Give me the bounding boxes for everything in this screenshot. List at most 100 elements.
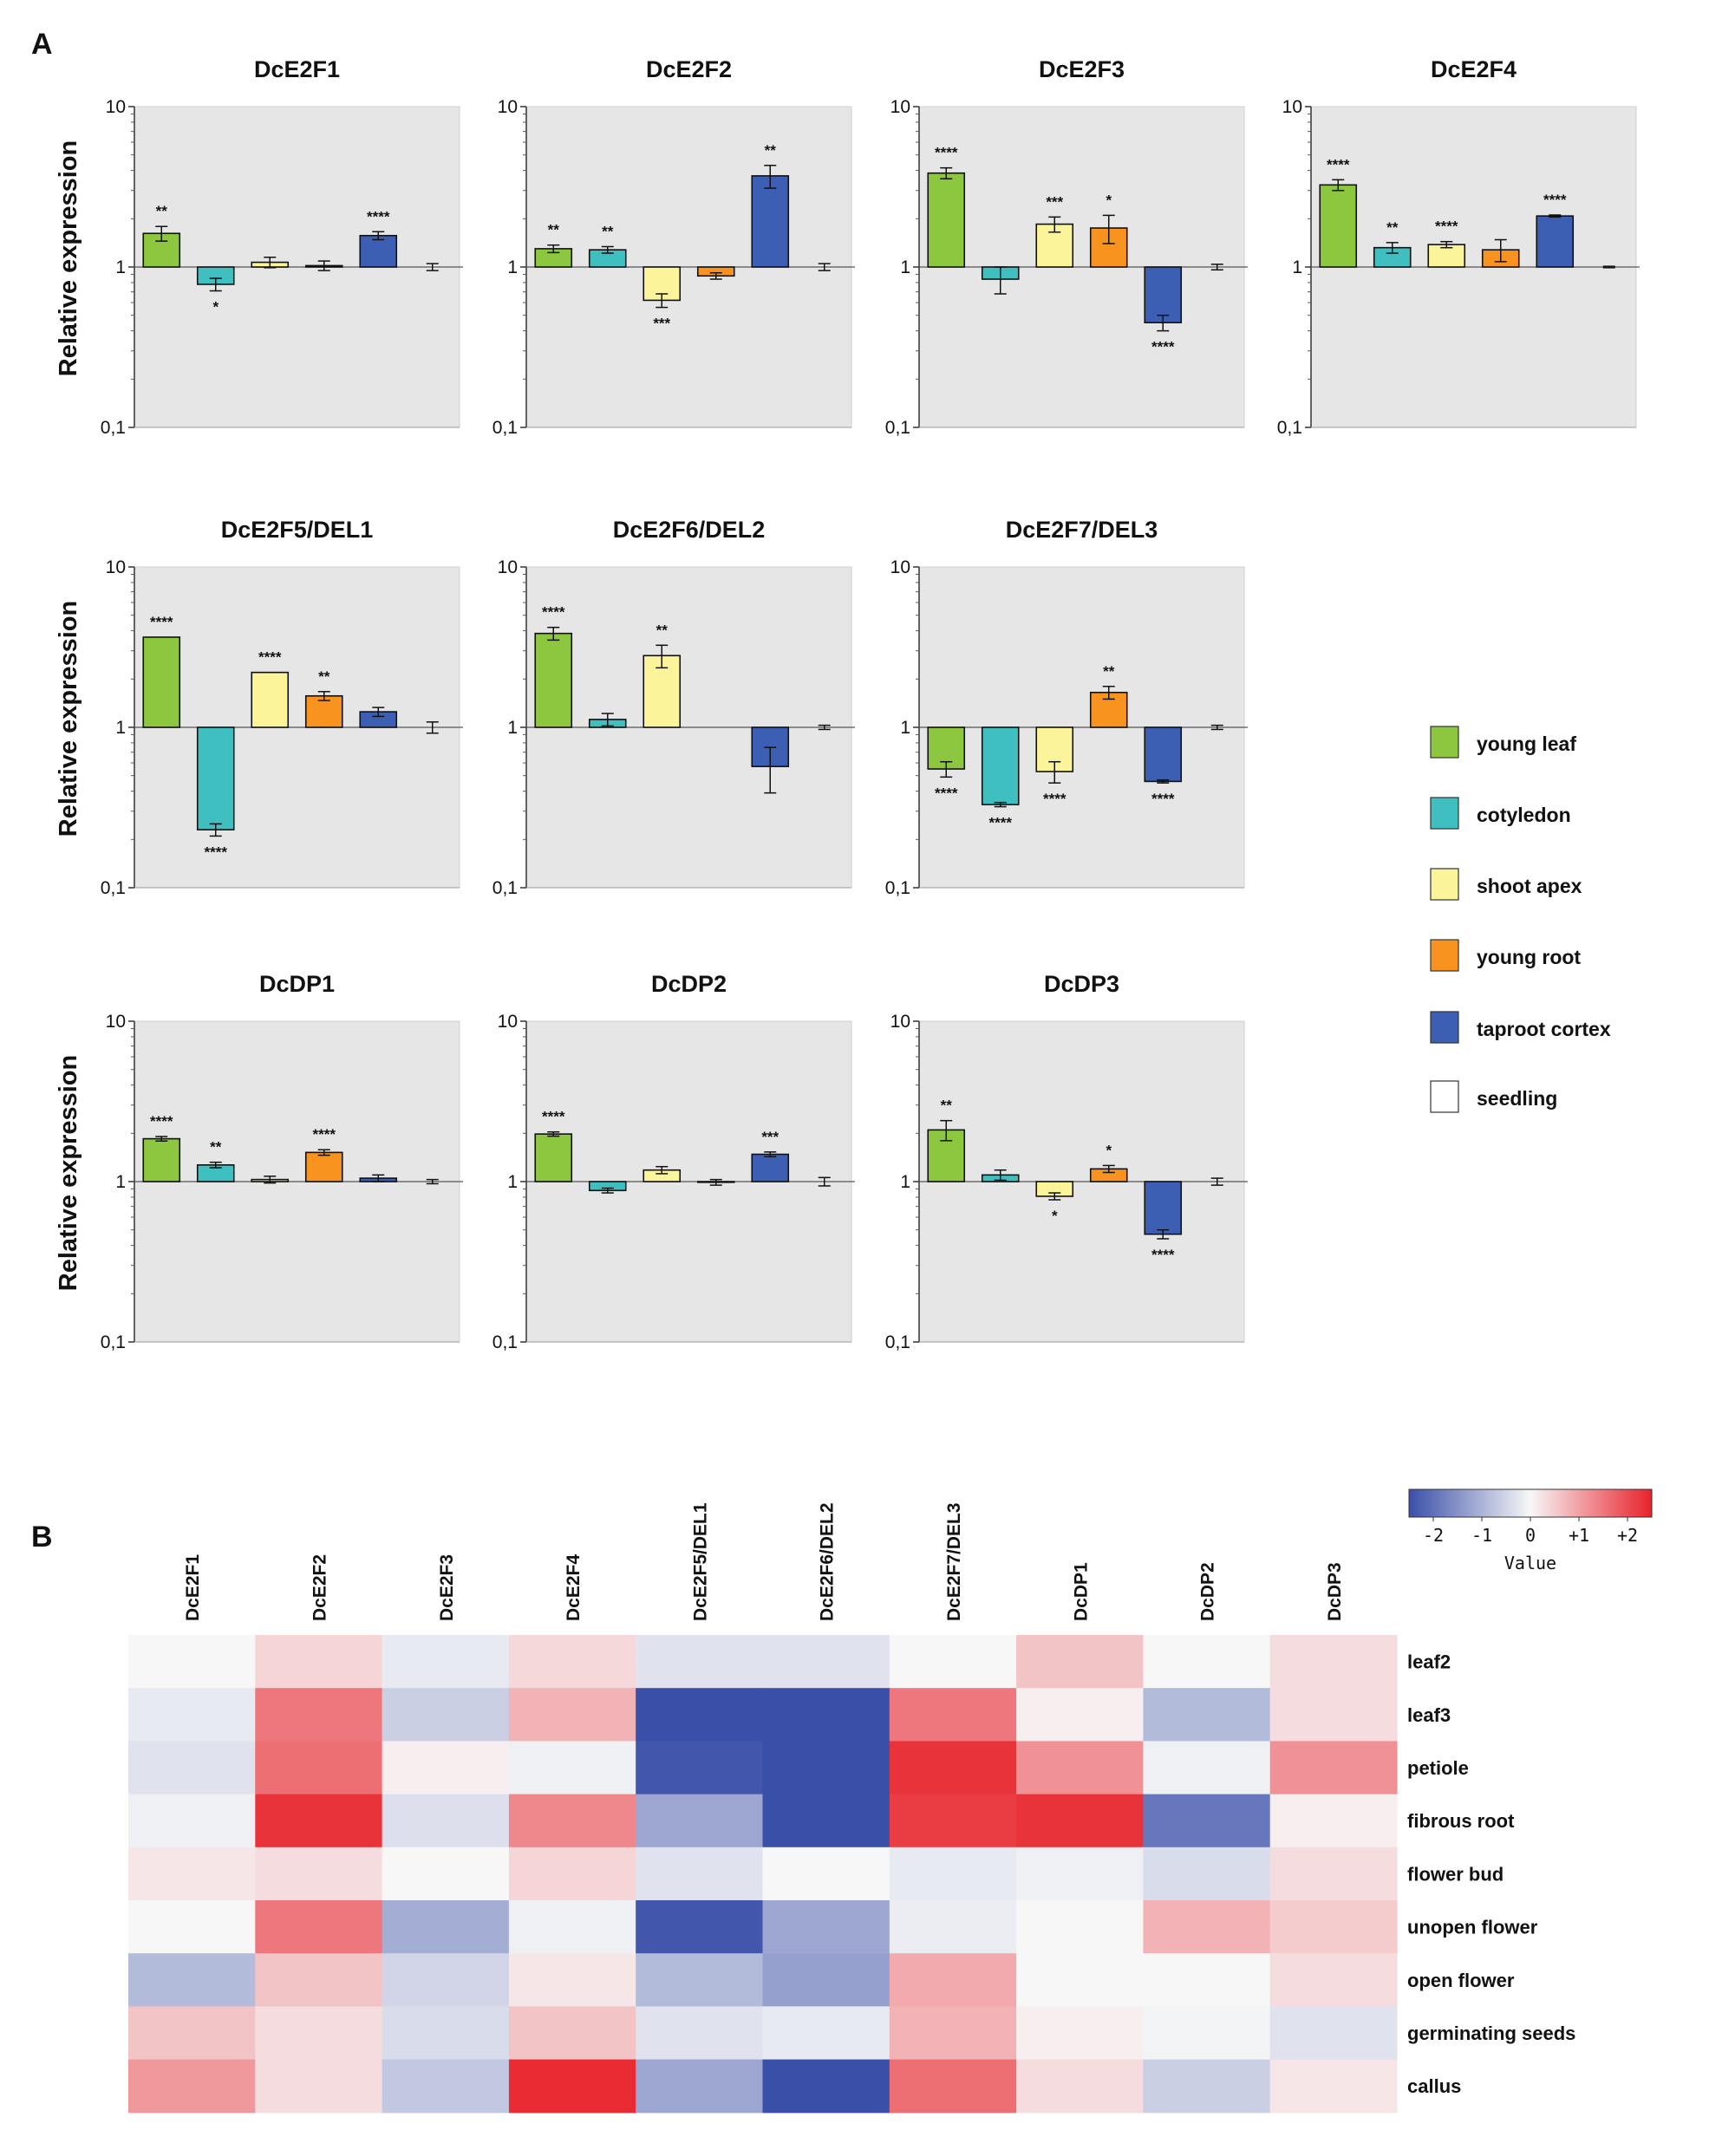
heatmap-cell — [255, 2006, 383, 2061]
heatmap-column-label: DcE2F2 — [310, 1554, 329, 1621]
heatmap-cell — [1016, 1688, 1144, 1742]
heatmap-cell — [1143, 1953, 1271, 2007]
bar-young-root — [304, 694, 343, 728]
y-tick-label: 10 — [1282, 97, 1302, 117]
bar-young-leaf — [534, 632, 573, 728]
heatmap-cell — [1269, 2006, 1398, 2061]
significance-label: **** — [1043, 791, 1066, 807]
significance-label: **** — [258, 649, 282, 666]
panel-label-a: A — [31, 28, 53, 61]
colorbar-tick-label: -2 — [1423, 1525, 1444, 1546]
bar-shoot-apex — [1035, 726, 1074, 772]
heatmap-cell — [1016, 2006, 1144, 2061]
heatmap-cell — [382, 1741, 510, 1795]
heatmap-cell — [1269, 1900, 1398, 1954]
bar-cotyledon — [981, 726, 1020, 805]
heatmap-cell — [1269, 1953, 1398, 2007]
bar-young-root — [304, 1151, 343, 1182]
significance-label: ** — [941, 1098, 953, 1114]
y-axis-label: Relative expression — [55, 140, 82, 376]
heatmap-cell — [382, 1900, 510, 1954]
y-tick-label: 10 — [498, 1012, 518, 1032]
heatmap-cell — [1016, 1900, 1144, 1954]
significance-label: ** — [1103, 663, 1115, 680]
significance-label: **** — [989, 815, 1013, 831]
chart-title: DcDP1 — [259, 971, 335, 997]
heatmap-cell — [889, 1741, 1017, 1795]
y-tick-label: 1 — [900, 1172, 910, 1192]
bar-taproot-cortex — [359, 234, 398, 268]
significance-label: **** — [1151, 791, 1175, 807]
y-tick-label: 10 — [498, 557, 518, 577]
legend-item-seedling: seedling — [1430, 1080, 1557, 1113]
y-tick-label: 0,1 — [492, 1332, 518, 1352]
heatmap-cell — [1016, 1847, 1144, 1901]
heatmap-cell — [508, 2059, 636, 2114]
legend-label: young root — [1477, 946, 1581, 968]
y-tick-label: 0,1 — [101, 1332, 126, 1352]
y-tick-label: 10 — [106, 97, 126, 117]
y-tick-label: 10 — [890, 557, 910, 577]
heatmap-cell — [889, 1688, 1017, 1742]
significance-label: **** — [935, 145, 958, 161]
legend-label: cotyledon — [1477, 804, 1571, 826]
heatmap-cell — [1269, 1794, 1398, 1848]
heatmap-cell — [255, 1847, 383, 1901]
heatmap-cell — [382, 1688, 510, 1742]
significance-label: **** — [150, 1113, 173, 1130]
heatmap-row-label: leaf3 — [1407, 1704, 1451, 1726]
significance-label: ** — [602, 223, 614, 239]
y-tick-label: 1 — [900, 257, 910, 277]
heatmap-row-label: open flower — [1407, 1970, 1515, 1991]
heatmap-cell — [889, 1953, 1017, 2007]
heatmap-cell — [508, 2006, 636, 2061]
significance-label: ** — [1386, 219, 1399, 236]
significance-label: * — [1052, 1208, 1058, 1224]
heatmap-cell — [889, 1900, 1017, 1954]
heatmap-cell — [508, 1741, 636, 1795]
colorbar-title: Value — [1504, 1553, 1556, 1573]
heatmap-cell — [128, 2059, 256, 2114]
heatmap-cell — [636, 1847, 764, 1901]
heatmap-column-label: DcE2F7/DEL3 — [944, 1502, 964, 1621]
heatmap-cell — [508, 1900, 636, 1954]
significance-label: **** — [935, 785, 958, 801]
heatmap-column-label: DcE2F5/DEL1 — [690, 1502, 710, 1621]
significance-label: * — [1106, 192, 1112, 208]
chart-title: DcE2F1 — [254, 56, 340, 82]
colorbar-tick-label: +2 — [1617, 1525, 1638, 1546]
heatmap-cell — [762, 2006, 890, 2061]
y-tick-label: 10 — [498, 97, 518, 117]
heatmap-cell — [1016, 1635, 1144, 1689]
heatmap-cell — [128, 1900, 256, 1954]
heatmap-cell — [382, 1794, 510, 1848]
heatmap-cell — [636, 1688, 764, 1742]
heatmap-cell — [255, 1741, 383, 1795]
significance-label: ** — [156, 203, 168, 219]
bar-young-leaf — [534, 1133, 573, 1182]
heatmap-cell — [762, 1688, 890, 1742]
significance-label: **** — [542, 604, 565, 621]
heatmap-cell — [889, 1635, 1017, 1689]
heatmap-cell — [762, 2059, 890, 2114]
y-tick-label: 0,1 — [492, 878, 518, 898]
heatmap-cell — [1269, 2059, 1398, 2114]
heatmap-cell — [255, 1635, 383, 1689]
heatmap-row-label: flower bud — [1407, 1863, 1504, 1885]
y-tick-label: 1 — [507, 1172, 518, 1192]
bar-shoot-apex — [251, 671, 290, 728]
legend-item-shoot-apex: shoot apex — [1430, 868, 1582, 901]
heatmap-cell — [762, 1635, 890, 1689]
bar-taproot-cortex — [1144, 1181, 1183, 1235]
heatmap-cell — [255, 1794, 383, 1848]
bar-taproot-cortex — [1144, 726, 1183, 783]
heatmap-cell — [889, 1794, 1017, 1848]
colorbar — [1408, 1488, 1653, 1518]
panel-label-b: B — [31, 1521, 53, 1553]
heatmap-cell — [1269, 1688, 1398, 1742]
heatmap-cell — [1143, 2006, 1271, 2061]
heatmap-cell — [508, 1847, 636, 1901]
